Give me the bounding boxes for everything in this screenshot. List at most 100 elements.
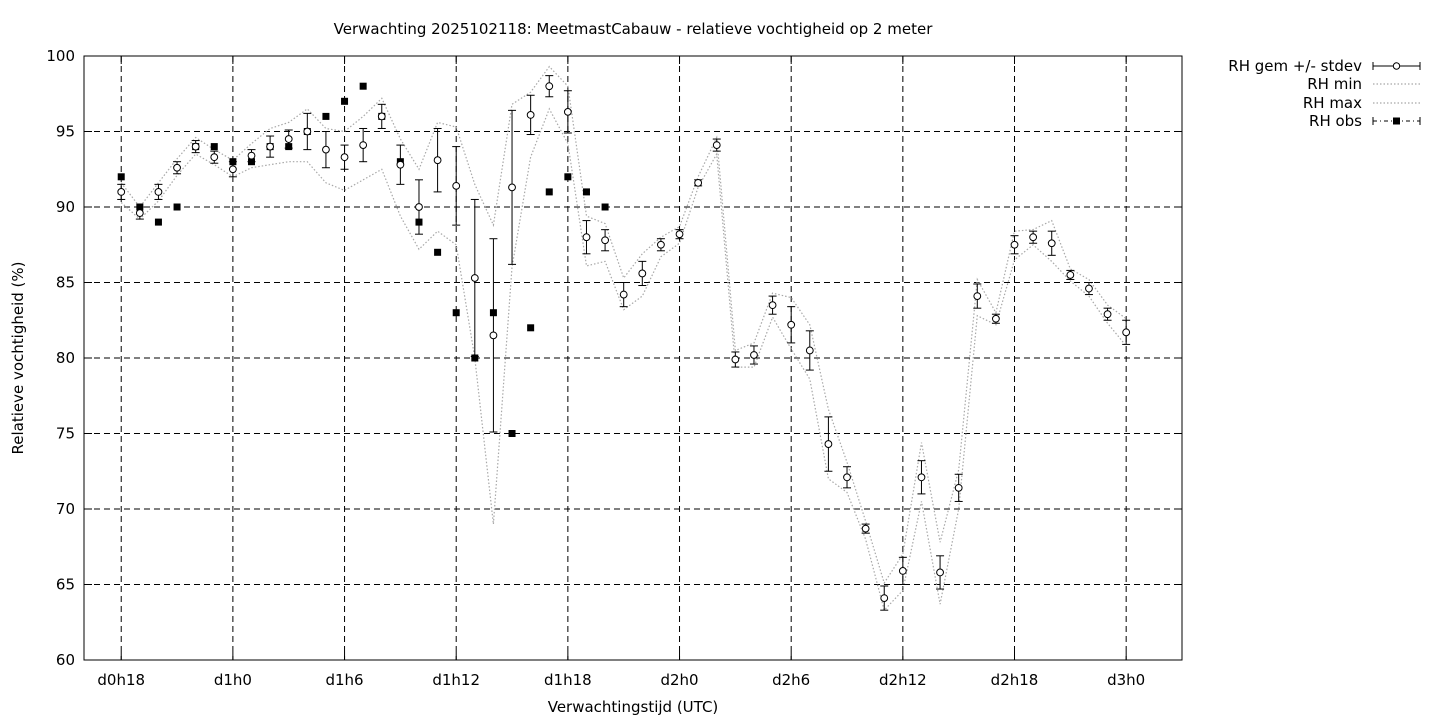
mean-point xyxy=(936,568,944,577)
mean-point xyxy=(470,274,479,282)
obs-point xyxy=(564,173,572,181)
mean-point xyxy=(396,160,405,169)
mean-point xyxy=(228,165,237,174)
obs-point xyxy=(415,218,423,226)
error-bars xyxy=(117,75,1131,611)
obs-point xyxy=(173,203,181,211)
x-tick-label: d0h18 xyxy=(97,671,145,689)
y-tick-label: 65 xyxy=(56,576,75,594)
x-tick-label: d2h0 xyxy=(660,671,698,689)
mean-point xyxy=(694,178,703,187)
y-axis-label: Relatieve vochtigheid (%) xyxy=(9,261,27,454)
obs-point xyxy=(285,143,293,151)
mean-point xyxy=(582,233,591,242)
obs-point xyxy=(545,188,553,196)
obs-point xyxy=(229,158,237,166)
mean-point xyxy=(1085,284,1093,293)
y-tick-label: 80 xyxy=(56,349,75,367)
x-tick-label: d2h12 xyxy=(879,671,927,689)
mean-point xyxy=(526,110,535,119)
mean-point xyxy=(1122,328,1131,337)
x-axis: d0h18 d1h0 d1h6 d1h12 d1h18 d2h0 d2h6 d2h12 d2h1… xyxy=(97,56,1145,689)
obs-point xyxy=(247,158,255,166)
mean-point xyxy=(1010,240,1019,249)
mean-point xyxy=(1029,233,1038,242)
mean-point xyxy=(191,142,200,151)
mean-point xyxy=(954,483,963,492)
mean-point xyxy=(731,355,740,364)
grid xyxy=(84,56,1182,660)
mean-point xyxy=(787,320,796,329)
mean-point xyxy=(973,292,982,300)
mean-point xyxy=(210,153,219,162)
mean-point xyxy=(619,290,628,299)
mean-point xyxy=(843,473,851,482)
y-tick-label: 85 xyxy=(56,274,75,292)
x-tick-label: d1h6 xyxy=(325,671,363,689)
mean-point xyxy=(154,188,163,196)
mean-point xyxy=(135,209,144,217)
mean-point xyxy=(117,188,126,196)
x-tick-label: d1h18 xyxy=(544,671,592,689)
obs-point xyxy=(489,309,497,317)
mean-point xyxy=(545,82,554,91)
mean-point xyxy=(675,230,684,239)
x-tick-label: d2h18 xyxy=(991,671,1039,689)
mean-point xyxy=(173,163,181,172)
legend-label: RH max xyxy=(1303,94,1362,112)
obs-point xyxy=(452,309,460,317)
y-tick-label: 75 xyxy=(56,425,75,443)
mean-point xyxy=(563,107,572,116)
rh-max-line xyxy=(120,65,1127,585)
mean-point xyxy=(712,141,721,149)
legend-label: RH min xyxy=(1307,75,1362,93)
y-tick-label: 70 xyxy=(56,500,75,518)
legend-sample-circle xyxy=(1392,62,1401,70)
legend-label: RH gem +/- stdev xyxy=(1228,57,1362,75)
mean-point xyxy=(266,142,275,151)
mean-point xyxy=(489,331,498,340)
mean-point xyxy=(322,145,330,154)
mean-point xyxy=(1047,239,1056,248)
mean-point xyxy=(805,346,814,355)
legend-sample-square xyxy=(1393,117,1400,125)
mean-point xyxy=(377,112,386,121)
legend-label: RH obs xyxy=(1309,112,1362,130)
mean-point xyxy=(917,473,926,482)
mean-point xyxy=(991,314,1000,323)
x-tick-label: d1h12 xyxy=(432,671,480,689)
obs-point xyxy=(359,82,367,90)
mean-point xyxy=(861,524,870,533)
obs-point xyxy=(582,188,590,196)
obs-point xyxy=(210,143,218,151)
x-tick-label: d2h6 xyxy=(772,671,810,689)
y-tick-label: 95 xyxy=(56,123,75,141)
mean-point xyxy=(768,301,777,310)
obs-point xyxy=(154,218,162,226)
obs-point xyxy=(508,430,516,437)
obs-point xyxy=(434,248,442,256)
y-axis: 60 65 70 75 80 85 90 95 100 xyxy=(46,47,1182,669)
mean-points xyxy=(117,82,1131,602)
mean-point xyxy=(750,351,758,359)
mean-point xyxy=(638,269,647,278)
mean-point xyxy=(898,567,907,575)
mean-point xyxy=(1066,271,1075,279)
y-tick-label: 100 xyxy=(46,47,75,65)
obs-point xyxy=(527,324,535,332)
mean-point xyxy=(415,203,423,211)
mean-point xyxy=(601,236,609,245)
mean-point xyxy=(508,183,516,192)
mean-point xyxy=(1103,310,1112,319)
mean-point xyxy=(340,153,349,162)
chart-title: Verwachting 2025102118: MeetmastCabauw -… xyxy=(334,20,934,38)
rh-min-line xyxy=(120,107,1127,612)
y-tick-label: 90 xyxy=(56,198,75,216)
x-tick-label: d3h0 xyxy=(1107,671,1145,689)
obs-point xyxy=(322,112,330,120)
mean-point xyxy=(303,127,312,136)
mean-point xyxy=(824,440,833,448)
x-tick-label: d1h0 xyxy=(214,671,252,689)
